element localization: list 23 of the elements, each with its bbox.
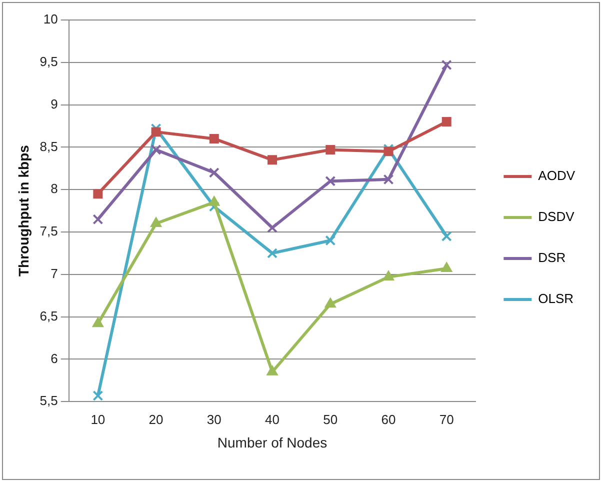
x-tick-label: 50 bbox=[323, 412, 338, 427]
y-tick-label: 7 bbox=[50, 266, 58, 281]
x-tick-label: 60 bbox=[381, 412, 396, 427]
x-tick-label: 20 bbox=[148, 412, 164, 427]
legend-label: DSR bbox=[538, 250, 566, 266]
legend-label: OLSR bbox=[538, 291, 574, 306]
y-tick-label: 6,5 bbox=[40, 308, 58, 324]
legend-label: DSDV bbox=[538, 209, 575, 224]
y-tick-label: 8,5 bbox=[40, 138, 58, 154]
legend-label: AODV bbox=[538, 168, 576, 184]
y-tick-label: 5,5 bbox=[40, 393, 58, 408]
y-tick-label: 9,5 bbox=[40, 54, 58, 69]
x-tick-label: 70 bbox=[439, 412, 454, 427]
y-tick-label: 6 bbox=[50, 350, 58, 366]
x-tick-label: 10 bbox=[90, 412, 106, 427]
x-axis-title: Number of Nodes bbox=[217, 434, 328, 450]
y-tick-label: 8 bbox=[50, 181, 58, 196]
y-tick-label: 9 bbox=[50, 96, 58, 112]
x-tick-label: 40 bbox=[265, 412, 280, 427]
y-tick-label: 10 bbox=[43, 12, 58, 27]
y-tick-label: 7,5 bbox=[40, 224, 58, 239]
x-tick-label: 30 bbox=[206, 412, 222, 427]
y-axis-title: Throughput in kbps bbox=[15, 144, 32, 277]
